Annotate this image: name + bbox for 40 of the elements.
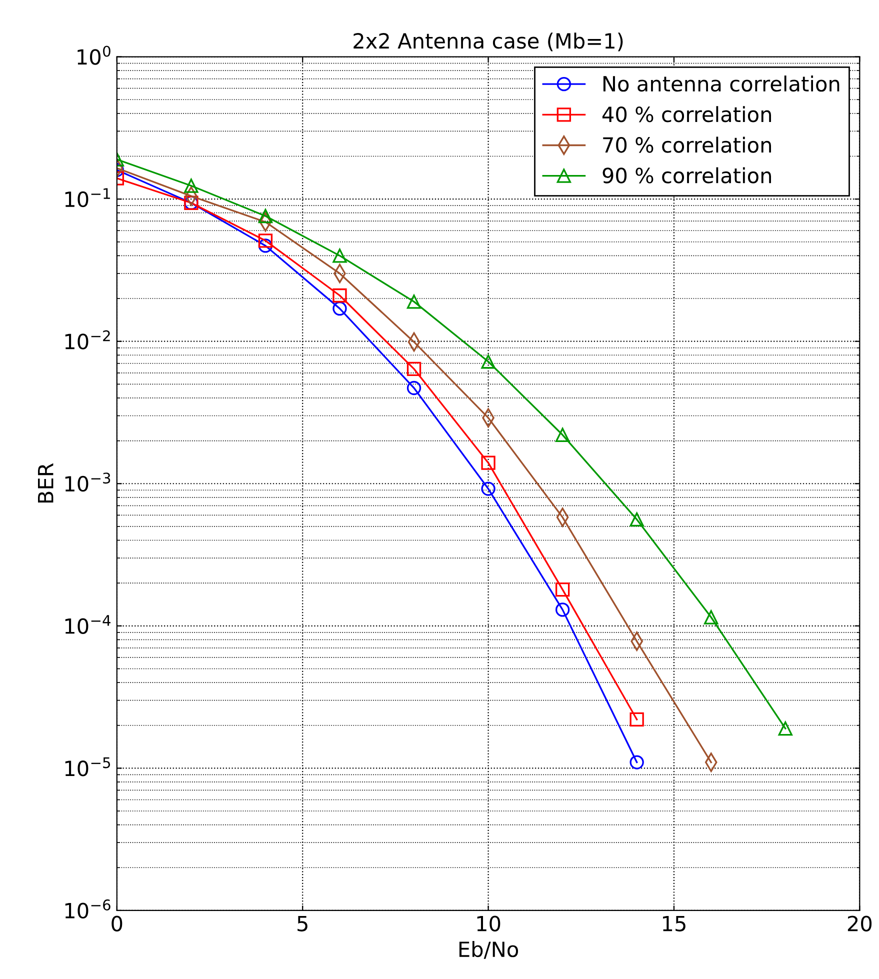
x-tick-label: 5	[298, 916, 308, 932]
point	[258, 234, 273, 248]
x-tick-label: 20	[848, 916, 872, 932]
point	[406, 380, 422, 396]
legend-label: 90 % correlation	[602, 167, 771, 184]
point	[630, 755, 644, 770]
point	[481, 456, 496, 470]
point	[481, 354, 496, 369]
y-tick-label: 10$^{−6}$	[65, 899, 110, 919]
point	[555, 602, 570, 617]
y-tick-label: 10$^{0}$	[78, 46, 110, 65]
y-tick-label: 10$^{−5}$	[65, 757, 110, 776]
y-axis-title: BER	[38, 463, 54, 503]
point	[406, 294, 422, 309]
x-tick-label: 10	[477, 916, 500, 932]
point	[555, 428, 570, 442]
y-tick-label: 10$^{−2}$	[65, 330, 110, 350]
y-tick-label: 10$^{−3}$	[65, 472, 110, 492]
chart-title: 2x2 Antenna case (Mb=1)	[354, 32, 623, 52]
point	[630, 512, 644, 527]
point	[406, 362, 422, 376]
point	[630, 712, 644, 727]
point	[184, 178, 198, 193]
point	[555, 582, 570, 597]
point	[332, 288, 347, 303]
point	[778, 721, 792, 736]
point	[332, 301, 347, 316]
point	[704, 610, 718, 624]
legend-label: No antenna correlation	[603, 76, 840, 92]
point	[481, 482, 496, 496]
x-tick-label: 15	[663, 916, 686, 932]
x-tick-label: 0	[112, 916, 122, 932]
point	[258, 238, 273, 253]
point	[332, 248, 347, 263]
y-tick-label: 10$^{−4}$	[65, 615, 110, 634]
legend-label: 40 % correlation	[602, 106, 771, 122]
legend-label: 70 % correlation	[603, 136, 771, 153]
y-tick-label: 10$^{−1}$	[65, 188, 110, 208]
point	[258, 208, 273, 224]
x-axis-title: Eb/No	[459, 941, 518, 959]
